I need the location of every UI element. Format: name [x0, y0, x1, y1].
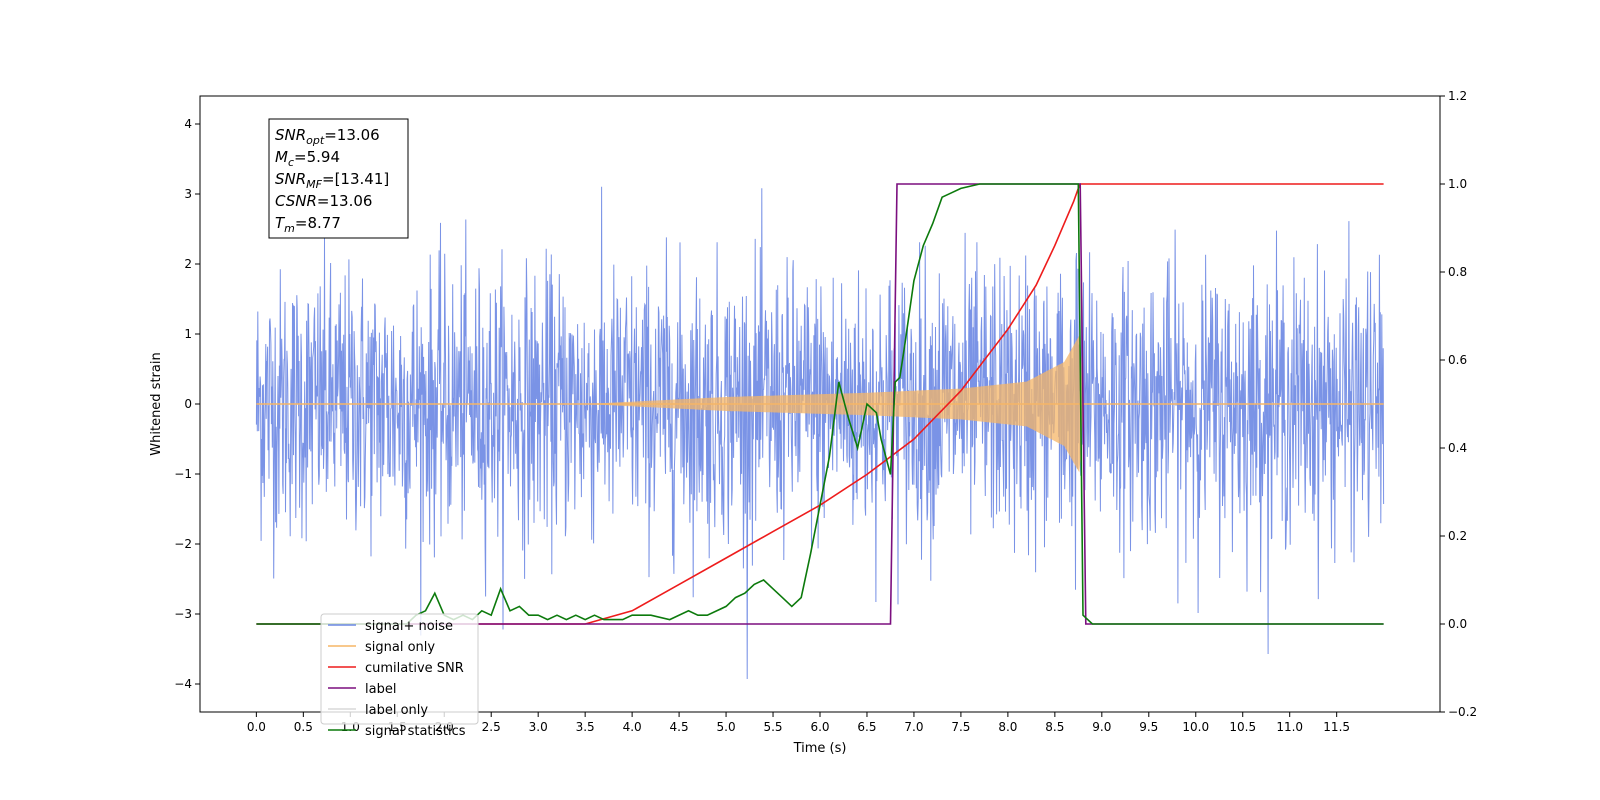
x-tick-label: 5.0 — [717, 720, 736, 734]
x-tick-label: 0.5 — [294, 720, 313, 734]
info-box-frame — [268, 118, 409, 239]
x-tick-label: 2.5 — [482, 720, 501, 734]
line-signal-statistics — [256, 183, 1384, 625]
plot-area — [255, 183, 1385, 680]
info-box: SNRopt=13.06Mc=5.94SNRMF=[13.41]CSNR=13.… — [268, 118, 409, 239]
x-tick-label: 9.5 — [1139, 720, 1158, 734]
x-tick-label: 7.0 — [904, 720, 923, 734]
x-tick-label: 4.5 — [670, 720, 689, 734]
series-signal-plus-noise — [255, 186, 1385, 680]
x-tick-label: 5.5 — [763, 720, 782, 734]
x-tick-label: 7.5 — [951, 720, 970, 734]
series-signal-only — [256, 335, 1384, 473]
info-subscript: c — [288, 156, 294, 169]
legend-label: signal only — [365, 640, 435, 655]
y-tick-label: 4 — [184, 117, 192, 131]
y2-tick-label: 0.2 — [1448, 529, 1467, 543]
info-line: Mc=5.94 — [275, 148, 340, 169]
y-tick-label: 2 — [184, 257, 192, 271]
x-axis-title: Time (s) — [793, 741, 847, 756]
y2-tick-label: 0.8 — [1448, 265, 1467, 279]
x-tick-label: 0.0 — [247, 720, 266, 734]
info-value: =13.06 — [324, 126, 380, 144]
y-tick-label: −3 — [174, 607, 192, 621]
legend-label: label only — [365, 703, 428, 718]
legend-frame — [320, 613, 479, 725]
legend-label: signal+ noise — [365, 619, 453, 634]
info-value: =5.94 — [294, 148, 340, 166]
legend-label: cumilative SNR — [365, 661, 464, 676]
y-tick-label: 1 — [184, 327, 192, 341]
x-tick-label: 4.0 — [623, 720, 642, 734]
info-value: =8.77 — [295, 214, 341, 232]
y-axis-title: Whitened strain — [149, 352, 164, 455]
x-tick-label: 11.0 — [1276, 720, 1303, 734]
x-tick-label: 6.5 — [857, 720, 876, 734]
info-symbol: SNR — [275, 126, 306, 144]
x-tick-label: 8.5 — [1045, 720, 1064, 734]
info-symbol: CSNR — [275, 192, 317, 210]
info-symbol: T — [275, 214, 286, 232]
x-tick-label: 9.0 — [1092, 720, 1111, 734]
info-subscript: opt — [306, 134, 325, 147]
x-tick-label: 11.5 — [1323, 720, 1350, 734]
y-tick-label: −2 — [174, 537, 192, 551]
y-tick-label: −4 — [174, 677, 192, 691]
info-line: SNRopt=13.06 — [275, 126, 380, 147]
y2-tick-label: 0.6 — [1448, 353, 1467, 367]
y2-tick-label: 0.4 — [1448, 441, 1467, 455]
y2-tick-label: 0.0 — [1448, 617, 1467, 631]
y-tick-label: 0 — [184, 397, 192, 411]
legend-label: signal statistics — [365, 724, 466, 739]
line-cumilative-snr — [256, 183, 1384, 625]
x-tick-label: 3.0 — [529, 720, 548, 734]
legend: signal+ noise signal only cumilative SNR la… — [320, 613, 479, 739]
y2-tick-label: 1.0 — [1448, 177, 1467, 191]
y-tick-label: 3 — [184, 187, 192, 201]
right-axis-series — [256, 183, 1384, 625]
x-tick-label: 8.0 — [998, 720, 1017, 734]
info-subscript: m — [284, 222, 295, 235]
info-line: CSNR=13.06 — [275, 192, 372, 210]
info-symbol: M — [275, 148, 288, 166]
info-subscript: MF — [306, 178, 322, 191]
y2-tick-label: −0.2 — [1448, 705, 1477, 719]
y-axis-right: 1.2 1.0 0.8 0.6 0.4 0.2 0.0 −0.2 — [1440, 89, 1477, 719]
x-axis: 0.0 0.5 1.0 1.5 2.0 2.5 3.0 3.5 4.0 4.5 5.0 5.5 6.0 6… — [247, 712, 1350, 734]
info-value: =[13.41] — [322, 170, 389, 188]
y-tick-label: −1 — [174, 467, 192, 481]
x-tick-label: 10.5 — [1229, 720, 1256, 734]
legend-label: label — [365, 682, 396, 697]
info-value: =13.06 — [317, 192, 373, 210]
info-symbol: SNR — [275, 170, 306, 188]
y2-tick-label: 1.2 — [1448, 89, 1467, 103]
line-signal-plus-noise — [255, 186, 1385, 680]
x-tick-label: 10.0 — [1182, 720, 1209, 734]
y-axis-left: 4 3 2 1 0 −1 −2 −3 −4 — [174, 117, 200, 691]
x-tick-label: 3.5 — [576, 720, 595, 734]
x-tick-label: 6.0 — [810, 720, 829, 734]
info-line: SNRMF=[13.41] — [275, 170, 389, 191]
info-line: Tm=8.77 — [275, 214, 341, 235]
